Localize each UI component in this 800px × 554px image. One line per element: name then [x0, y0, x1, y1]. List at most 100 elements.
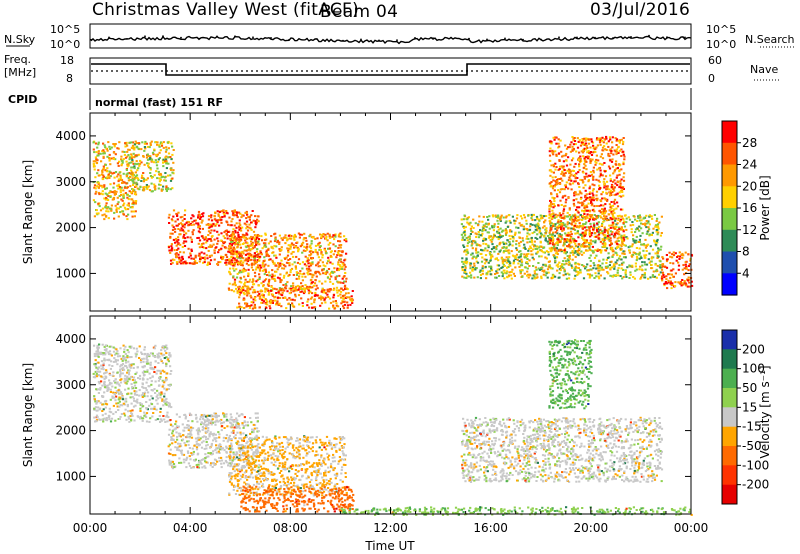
echo-cell: [94, 187, 97, 190]
echo-cell: [684, 263, 687, 266]
echo-cell: [534, 266, 537, 269]
echo-cell: [189, 236, 192, 239]
echo-cell: [554, 176, 557, 179]
echo-cell: [252, 288, 255, 291]
echo-cell: [554, 252, 558, 255]
echo-cell: [552, 274, 555, 277]
echo-cell: [532, 265, 535, 267]
echo-cell: [571, 250, 574, 252]
echo-cell: [123, 153, 126, 156]
y-tick-label: 1000: [55, 266, 86, 280]
echo-cell: [154, 185, 157, 188]
echo-cell: [158, 376, 161, 379]
echo-cell: [305, 248, 309, 251]
echo-cell: [112, 143, 115, 145]
noise-search-point: [540, 38, 542, 41]
echo-cell: [636, 220, 639, 222]
echo-cell: [605, 247, 609, 250]
echo-cell: [473, 264, 476, 267]
echo-cell: [333, 234, 337, 237]
echo-cell: [248, 223, 251, 226]
echo-cell: [350, 295, 353, 298]
echo-cell: [318, 297, 321, 300]
echo-cell: [205, 241, 208, 244]
echo-cell: [680, 284, 683, 287]
echo-cell: [602, 204, 605, 207]
echo-cell: [343, 263, 346, 266]
echo-cell: [158, 157, 161, 159]
echo-cell: [94, 201, 97, 204]
echo-cell: [192, 257, 196, 260]
echo-cell: [601, 232, 604, 235]
colorbar-tick-label: 28: [742, 136, 757, 150]
echo-cell: [560, 150, 563, 153]
echo-cell: [505, 247, 508, 249]
echo-cell: [159, 396, 162, 399]
echo-cell: [139, 361, 143, 364]
echo-cell: [267, 248, 270, 251]
echo-cell: [272, 251, 275, 254]
echo-cell: [540, 255, 543, 258]
echo-cell: [560, 204, 563, 206]
echo-cell: [104, 206, 107, 209]
echo-cell: [482, 215, 485, 218]
echo-cell: [575, 240, 578, 243]
echo-cell: [261, 239, 264, 242]
echo-cell: [332, 253, 335, 256]
echo-cell: [623, 155, 626, 158]
echo-cell: [468, 235, 471, 238]
echo-cell: [341, 262, 344, 265]
echo-cell: [688, 281, 691, 284]
echo-cell: [460, 223, 463, 226]
echo-cell: [149, 142, 152, 145]
echo-cell: [172, 169, 175, 172]
echo-cell: [530, 250, 533, 253]
echo-cell: [551, 267, 554, 270]
echo-cell: [603, 239, 606, 242]
echo-cell: [339, 246, 342, 249]
echo-cell: [574, 274, 577, 277]
echo-cell: [526, 262, 529, 265]
echo-cell: [608, 136, 612, 139]
echo-cell: [615, 167, 618, 170]
y-tick-label: 4000: [55, 129, 86, 143]
echo-cell: [340, 302, 343, 305]
echo-cell: [337, 305, 340, 308]
echo-cell: [240, 229, 243, 232]
echo-cell: [542, 235, 546, 238]
echo-cell: [603, 186, 606, 189]
echo-cell: [559, 220, 563, 223]
echo-cell: [537, 262, 540, 264]
echo-cell: [561, 155, 564, 158]
echo-cell: [633, 239, 636, 242]
echo-cell: [544, 256, 547, 259]
echo-cell: [595, 178, 598, 181]
echo-cell: [564, 194, 567, 197]
echo-cell: [243, 222, 246, 225]
echo-cell: [300, 282, 303, 285]
echo-cell: [593, 277, 596, 279]
echo-cell: [555, 166, 558, 168]
echo-cell: [135, 160, 138, 163]
echo-cell: [466, 218, 469, 221]
echo-cell: [489, 273, 492, 276]
echo-cell: [533, 270, 536, 273]
echo-cell: [97, 191, 100, 194]
echo-cell: [504, 249, 507, 252]
echo-cell: [243, 284, 246, 287]
echo-cell: [311, 261, 314, 264]
echo-cell: [142, 172, 145, 174]
echo-cell: [636, 227, 639, 230]
echo-cell: [135, 200, 138, 202]
echo-cell: [255, 250, 258, 253]
echo-cell: [101, 171, 104, 174]
echo-cell: [169, 232, 172, 235]
echo-cell: [562, 227, 565, 230]
echo-cell: [650, 215, 653, 218]
echo-cell: [579, 158, 582, 160]
echo-cell: [261, 301, 264, 304]
echo-cell: [275, 245, 278, 248]
echo-cell: [190, 262, 193, 265]
echo-cell: [314, 251, 317, 253]
